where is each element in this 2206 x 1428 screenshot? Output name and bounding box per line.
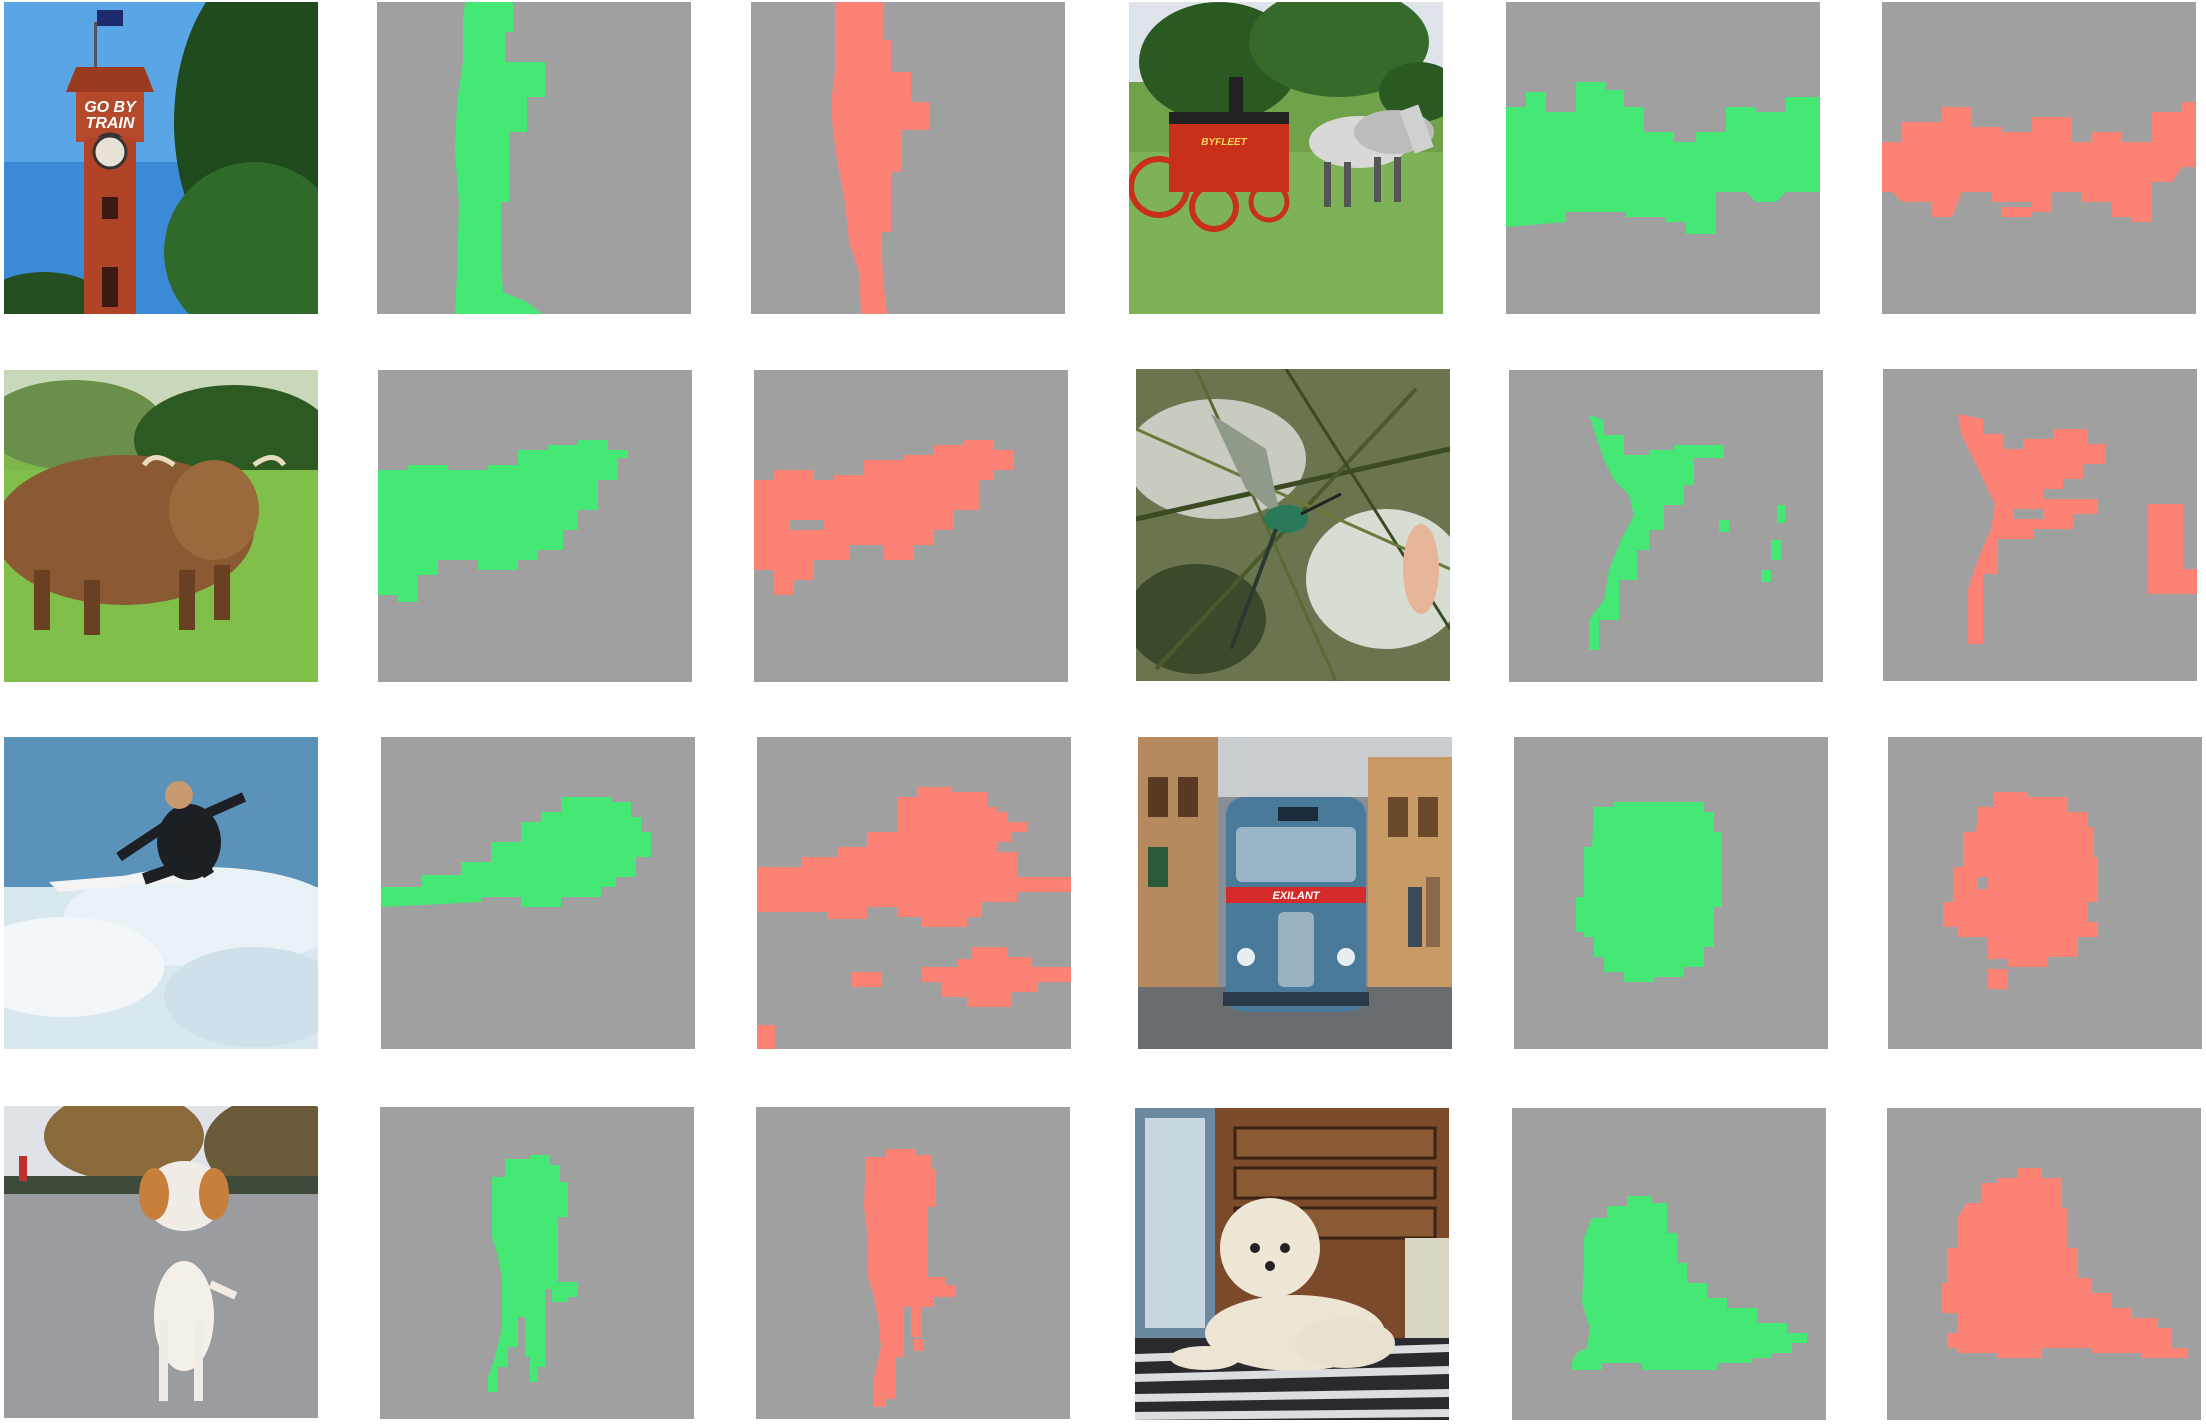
- photo-dog-on-road: [4, 1106, 318, 1418]
- mask-green-dog-on-road: [380, 1107, 694, 1419]
- fire-engine-sign: BYFLEET: [1201, 137, 1247, 148]
- photo-clock-tower: GO BY TRAIN: [4, 2, 318, 314]
- mask-red-hummingbird: [1883, 369, 2197, 681]
- bus-sign: EXILANT: [1272, 890, 1320, 902]
- tower-sign-line2: TRAIN: [86, 115, 135, 132]
- mask-red-dog-on-road: [756, 1107, 1070, 1419]
- mask-green-vintage-bus: [1514, 737, 1828, 1049]
- mask-red-highland-cow: [754, 370, 1068, 682]
- photo-hummingbird: [1136, 369, 1450, 681]
- photo-vintage-bus: EXILANT: [1138, 737, 1452, 1049]
- mask-green-clock-tower: [377, 2, 691, 314]
- mask-green-highland-cow: [378, 370, 692, 682]
- mask-green-fluffy-dog: [1512, 1108, 1826, 1420]
- tower-sign-line1: GO BY: [84, 99, 137, 116]
- photo-highland-cow: [4, 370, 318, 682]
- mask-red-clock-tower: [751, 2, 1065, 314]
- mask-red-fluffy-dog: [1887, 1108, 2201, 1420]
- mask-red-fire-engine: [1882, 2, 2196, 314]
- mask-green-surfer: [381, 737, 695, 1049]
- mask-green-hummingbird: [1509, 370, 1823, 682]
- mask-red-surfer: [757, 737, 1071, 1049]
- photo-fluffy-dog-indoors: [1135, 1108, 1449, 1420]
- mask-green-fire-engine: [1506, 2, 1820, 314]
- mask-red-vintage-bus: [1888, 737, 2202, 1049]
- photo-horse-drawn-fire-engine: BYFLEET: [1129, 2, 1443, 314]
- photo-surfer: [4, 737, 318, 1049]
